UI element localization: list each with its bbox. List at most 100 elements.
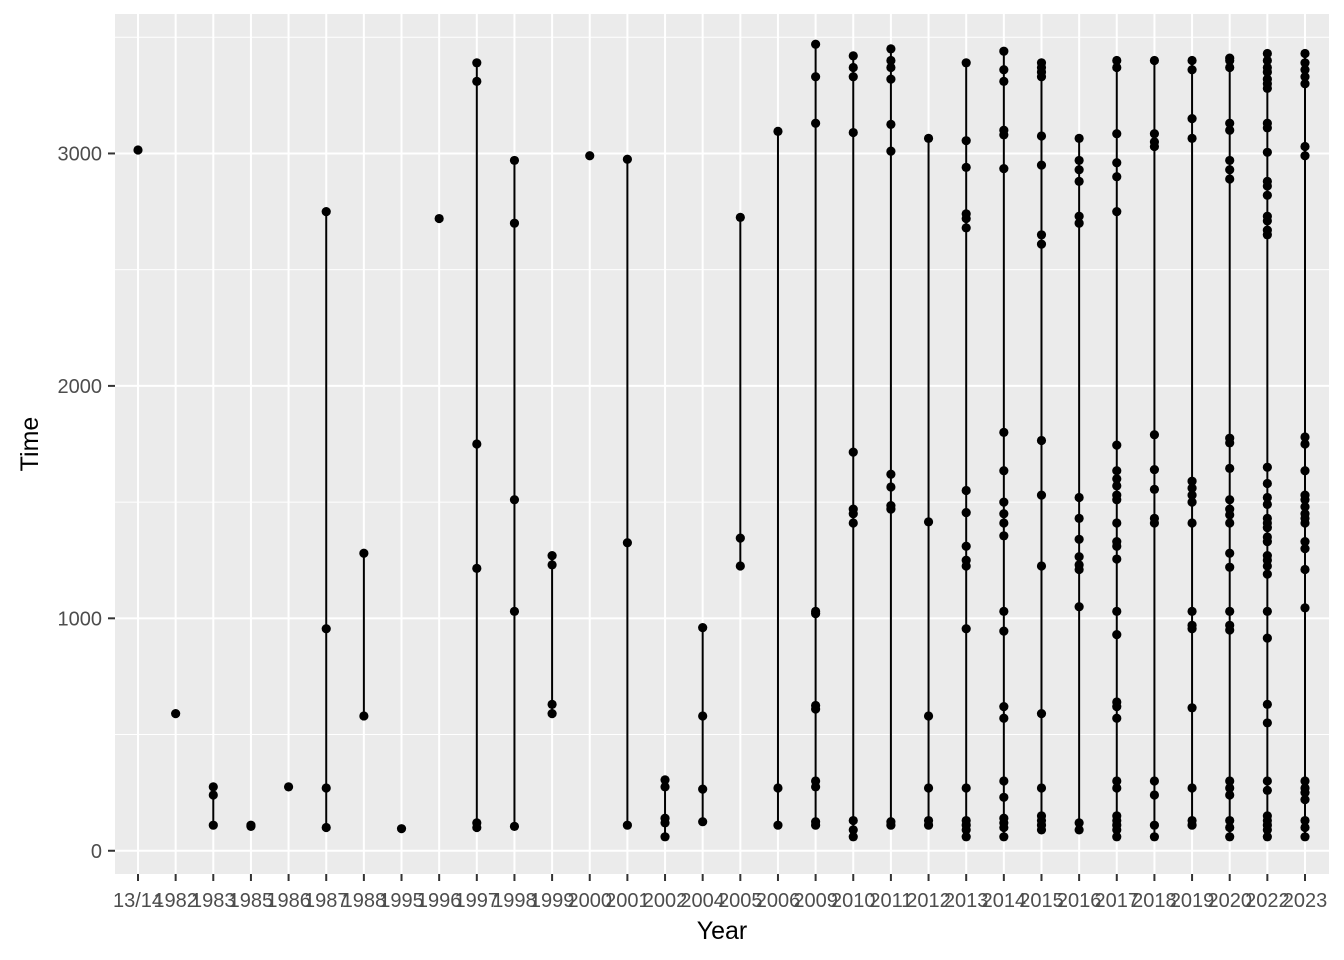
data-point <box>1225 118 1235 128</box>
data-point <box>547 709 557 719</box>
data-point <box>961 136 971 146</box>
data-point <box>660 832 670 842</box>
data-point <box>698 817 708 827</box>
x-tick-label: 2013 <box>944 890 989 912</box>
data-point <box>585 151 595 161</box>
x-tick-label: 2010 <box>831 890 876 912</box>
data-point <box>1262 633 1272 643</box>
data-point <box>886 55 896 66</box>
data-point <box>1112 776 1122 786</box>
data-point <box>472 818 482 828</box>
data-point <box>1074 165 1084 175</box>
data-point <box>1300 502 1310 512</box>
data-point <box>811 700 821 711</box>
x-axis-title: Year <box>697 917 748 945</box>
data-point <box>1262 832 1272 842</box>
data-point <box>472 439 482 449</box>
data-point <box>1074 513 1084 523</box>
x-tick-label: 1987 <box>304 890 349 912</box>
data-point <box>472 563 482 573</box>
data-point <box>999 509 1009 519</box>
data-point <box>1262 176 1272 186</box>
x-tick-label: 2020 <box>1207 890 1252 912</box>
data-point <box>1262 718 1272 728</box>
data-point <box>1074 552 1084 562</box>
data-point <box>848 127 858 138</box>
x-tick-label: 2004 <box>680 890 725 912</box>
data-point <box>1225 832 1235 842</box>
data-point <box>1225 504 1235 514</box>
data-point <box>811 606 821 616</box>
data-point <box>1187 518 1197 528</box>
y-tick-label: 1000 <box>58 608 103 630</box>
data-point <box>848 815 858 826</box>
x-tick-label: 1999 <box>530 890 575 912</box>
data-point <box>1036 230 1047 240</box>
data-point <box>999 76 1009 87</box>
data-point <box>811 118 821 128</box>
data-point <box>1112 811 1122 821</box>
data-point <box>1074 818 1084 828</box>
data-point <box>1036 58 1047 68</box>
data-point <box>961 555 971 565</box>
x-tick-label: 2000 <box>567 890 612 912</box>
data-point <box>1074 492 1084 503</box>
x-tick-label: 1982 <box>153 890 198 912</box>
data-point <box>1074 560 1084 570</box>
data-point <box>886 62 896 73</box>
data-point <box>1262 190 1272 200</box>
data-point <box>961 624 971 634</box>
data-point <box>1112 490 1122 500</box>
data-point <box>1187 113 1197 124</box>
data-point <box>1187 133 1197 143</box>
data-point <box>1225 783 1235 793</box>
data-point <box>961 209 971 219</box>
series-layer <box>133 39 1310 842</box>
data-point <box>1036 709 1047 719</box>
data-point <box>1036 561 1047 571</box>
data-point <box>1300 72 1310 82</box>
data-point <box>811 39 821 49</box>
data-point <box>622 538 632 548</box>
data-point <box>1262 785 1272 795</box>
x-tick-label: 2002 <box>643 890 688 912</box>
data-point <box>1300 466 1310 476</box>
data-point <box>999 427 1009 437</box>
data-point <box>1187 65 1197 75</box>
data-point <box>811 72 821 82</box>
data-point <box>1300 432 1310 442</box>
data-point <box>1187 783 1197 793</box>
data-point <box>1112 537 1122 547</box>
y-tick-label: 3000 <box>58 143 103 165</box>
data-point <box>1112 606 1122 616</box>
data-point <box>1149 820 1160 830</box>
data-point <box>999 65 1009 75</box>
data-point <box>1300 490 1310 500</box>
data-point <box>1225 165 1235 175</box>
data-point <box>1149 464 1160 475</box>
data-point <box>1149 832 1160 842</box>
data-point <box>999 813 1009 823</box>
data-point <box>1262 606 1272 616</box>
data-point <box>1225 433 1235 443</box>
data-point <box>1225 53 1235 63</box>
data-point <box>1225 815 1235 826</box>
data-point <box>622 820 632 830</box>
data-point <box>1300 564 1310 575</box>
data-point <box>1074 602 1084 612</box>
data-point <box>1112 158 1122 168</box>
data-point <box>1187 497 1197 507</box>
data-point <box>1262 462 1272 472</box>
data-point <box>961 541 971 551</box>
data-point <box>208 782 218 792</box>
data-point <box>1187 703 1197 713</box>
data-point <box>848 72 858 82</box>
data-point <box>1112 554 1122 564</box>
data-point <box>999 702 1009 712</box>
data-point <box>999 125 1009 135</box>
x-tick-label: 2012 <box>906 890 951 912</box>
data-point <box>773 126 783 136</box>
data-point <box>208 820 218 830</box>
y-axis: 0 1000 2000 3000 <box>58 143 115 863</box>
data-point <box>1262 513 1272 523</box>
